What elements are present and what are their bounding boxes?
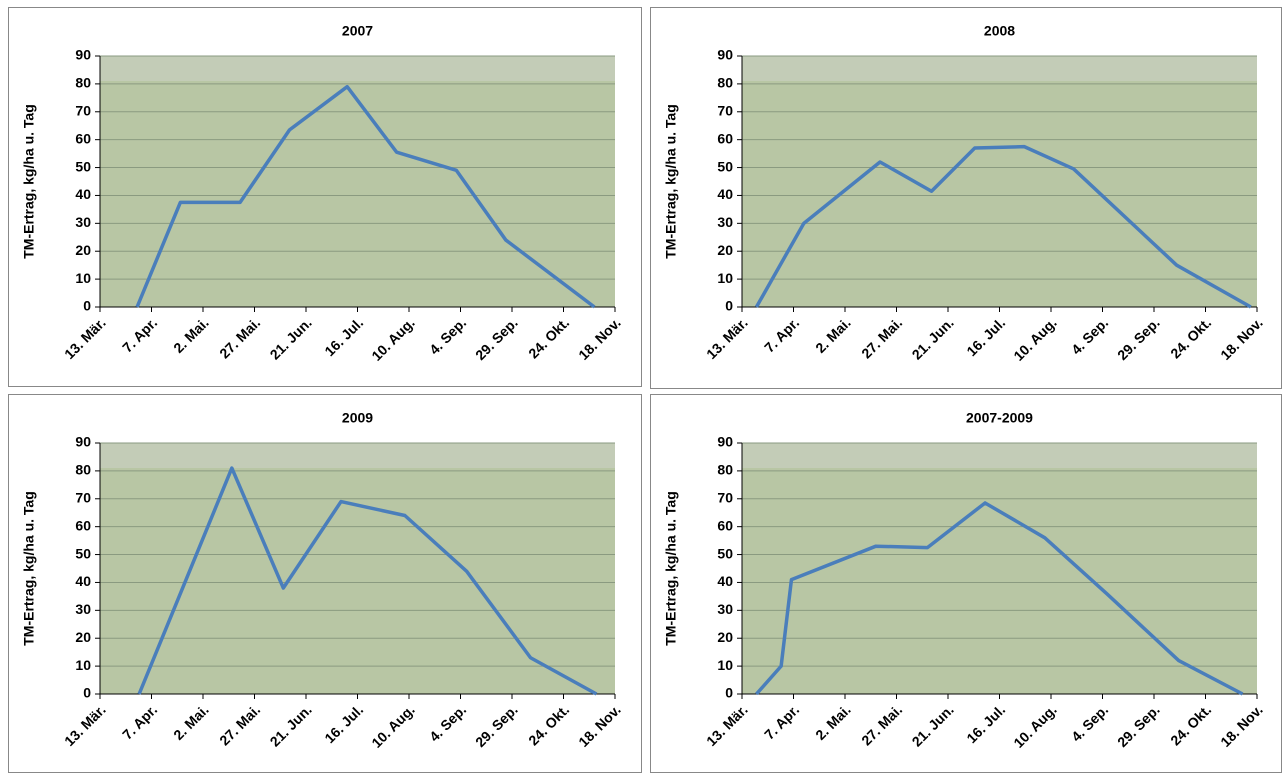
y-tick-label: 50 (717, 545, 733, 561)
y-tick-label: 40 (75, 573, 91, 589)
y-tick-label: 10 (75, 657, 91, 673)
chart-title: 2007-2009 (966, 410, 1033, 426)
y-tick-label: 90 (75, 434, 91, 450)
y-tick-label: 0 (725, 298, 733, 314)
plot-area (100, 56, 615, 307)
y-tick-label: 60 (717, 517, 733, 533)
y-tick-label: 30 (717, 214, 733, 230)
y-axis-label: TM-Ertrag, kg/ha u. Tag (21, 491, 37, 646)
y-tick-label: 90 (717, 47, 733, 63)
y-tick-label: 50 (75, 158, 91, 174)
y-tick-label: 60 (75, 130, 91, 146)
plot-texture (100, 56, 615, 81)
y-tick-label: 10 (717, 270, 733, 286)
chart-panel: 2009 TM-Ertrag, kg/ha u. Tag 0 10 20 30 40 50 60… (9, 395, 642, 773)
y-tick-label: 80 (717, 75, 733, 91)
chart-panel: 2008 TM-Ertrag, kg/ha u. Tag 0 10 20 30 40 50 60… (651, 8, 1282, 389)
y-tick-label: 10 (717, 657, 733, 673)
y-tick-label: 20 (717, 242, 733, 258)
plot-texture (100, 443, 615, 468)
y-tick-label: 60 (717, 130, 733, 146)
y-tick-label: 90 (75, 47, 91, 63)
y-tick-label: 10 (75, 270, 91, 286)
chart-title: 2009 (342, 410, 373, 426)
y-tick-label: 70 (717, 489, 733, 505)
y-tick-label: 90 (717, 434, 733, 450)
y-tick-label: 0 (83, 298, 91, 314)
y-tick-label: 70 (717, 102, 733, 118)
y-tick-label: 30 (75, 601, 91, 617)
y-axis-label: TM-Ertrag, kg/ha u. Tag (21, 104, 37, 259)
chart-panel: 2007 TM-Ertrag, kg/ha u. Tag 0 10 20 30 40 50 60… (9, 8, 642, 387)
y-tick-label: 20 (75, 629, 91, 645)
y-tick-label: 80 (717, 462, 733, 478)
plot-texture (742, 443, 1257, 468)
plot-texture (742, 56, 1257, 81)
y-tick-label: 40 (717, 573, 733, 589)
y-axis-label: TM-Ertrag, kg/ha u. Tag (663, 104, 679, 259)
y-tick-label: 40 (717, 186, 733, 202)
chart-panel: 2007-2009 TM-Ertrag, kg/ha u. Tag 0 10 20 30 4… (651, 395, 1282, 773)
y-tick-label: 20 (75, 242, 91, 258)
y-tick-label: 0 (83, 685, 91, 701)
y-tick-label: 40 (75, 186, 91, 202)
y-tick-label: 80 (75, 75, 91, 91)
y-axis-label: TM-Ertrag, kg/ha u. Tag (663, 491, 679, 646)
y-tick-label: 0 (725, 685, 733, 701)
y-tick-label: 60 (75, 517, 91, 533)
dashboard: 2007 TM-Ertrag, kg/ha u. Tag 0 10 20 30 40 50 60… (0, 0, 1288, 773)
chart-title: 2008 (984, 23, 1015, 39)
y-tick-label: 30 (717, 601, 733, 617)
plot-area (100, 443, 615, 694)
y-tick-label: 80 (75, 462, 91, 478)
chart-title: 2007 (342, 23, 373, 39)
plot-area (742, 56, 1257, 307)
y-tick-label: 50 (717, 158, 733, 174)
y-tick-label: 20 (717, 629, 733, 645)
y-tick-label: 70 (75, 102, 91, 118)
y-tick-label: 30 (75, 214, 91, 230)
y-tick-label: 50 (75, 545, 91, 561)
y-tick-label: 70 (75, 489, 91, 505)
